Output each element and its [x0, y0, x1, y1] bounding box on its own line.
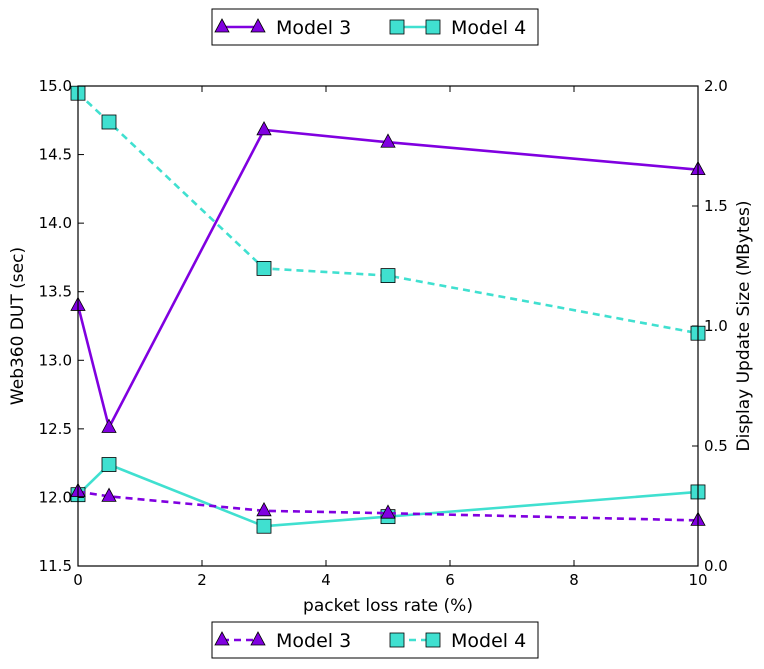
left-y-tick-label: 12.0	[39, 488, 72, 506]
data-point	[256, 260, 272, 276]
left-y-tick-label: 13.5	[39, 283, 72, 301]
data-point	[101, 457, 117, 472]
data-point	[380, 268, 396, 284]
x-tick-label: 2	[197, 571, 207, 589]
data-point	[256, 518, 272, 534]
data-point	[256, 501, 272, 517]
left-y-tick-label: 14.5	[39, 146, 72, 164]
x-tick-label: 0	[73, 571, 83, 589]
x-axis-title: packet loss rate (%)	[303, 596, 473, 616]
series-layer	[70, 85, 706, 534]
legend-top: Model 3 Model 4	[211, 8, 539, 46]
legend-bottom: Model 3 Model 4	[211, 621, 539, 659]
left-y-tick-label: 11.5	[39, 557, 72, 575]
data-point	[256, 121, 272, 136]
data-point	[101, 114, 117, 130]
left-y-tick-label: 14.0	[39, 214, 72, 232]
right-y-tick-label: 0.5	[704, 437, 728, 455]
series-line	[77, 490, 699, 522]
legend-box	[211, 621, 539, 659]
right-axis-title: Display Update Size (MBytes)	[734, 201, 754, 452]
legend-box	[211, 8, 539, 46]
ticks-layer: 0 2 4 6 8 10 11.5 12.0 12.5 13.0 13.5 14.0 14.5 15.0 0…	[39, 77, 728, 589]
series-3	[70, 85, 706, 341]
legend-marker	[214, 631, 230, 646]
legend-label: Model 3	[276, 630, 351, 652]
legend-marker	[425, 19, 441, 35]
left-axis-title: Web360 DUT (sec)	[8, 247, 28, 405]
x-tick-label: 10	[688, 571, 707, 589]
plot-frame	[77, 85, 699, 567]
legend-marker	[389, 19, 405, 35]
right-y-tick-label: 1.5	[704, 197, 728, 215]
series-1	[70, 457, 706, 534]
legend-marker	[389, 632, 405, 648]
data-point	[380, 504, 396, 519]
legend-marker	[425, 632, 441, 648]
left-y-tick-label: 13.0	[39, 351, 72, 369]
left-y-tick-label: 12.5	[39, 420, 72, 438]
legend-marker	[250, 631, 266, 646]
legend-marker	[214, 18, 230, 33]
series-line	[77, 92, 699, 335]
x-tick-label: 4	[321, 571, 331, 589]
data-point	[101, 418, 117, 433]
legend-layer: Model 3 Model 4 Model 3 Model 4	[211, 8, 539, 659]
x-tick-label: 6	[445, 571, 455, 589]
left-y-tick-label: 15.0	[39, 77, 72, 95]
x-tick-label: 8	[569, 571, 579, 589]
legend-label: Model 4	[451, 630, 526, 652]
data-point	[101, 487, 117, 502]
right-y-tick-label: 1.0	[704, 317, 728, 335]
legend-label: Model 3	[276, 17, 351, 39]
legend-label: Model 4	[451, 17, 526, 39]
right-y-tick-label: 2.0	[704, 77, 728, 95]
data-point	[380, 133, 396, 148]
right-y-tick-label: 0.0	[704, 557, 728, 575]
legend-marker	[250, 18, 266, 33]
